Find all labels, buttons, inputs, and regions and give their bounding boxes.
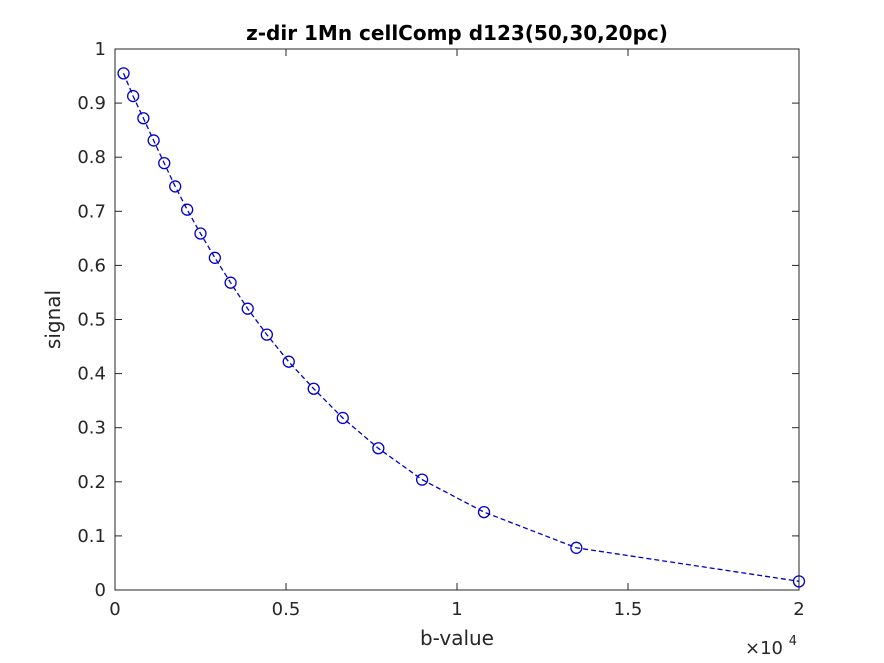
data-point: [169, 180, 182, 193]
data-point: [336, 411, 349, 425]
data-point: [372, 442, 385, 455]
data-point: [570, 541, 583, 554]
data-point: [241, 302, 254, 315]
y-tick-label: 0.6: [77, 255, 106, 276]
x-tick-label: 1: [451, 599, 462, 620]
y-tick-label: 0.9: [77, 93, 106, 114]
y-tick-label: 0.2: [77, 472, 106, 493]
data-point: [282, 355, 295, 368]
x-tick-label: 2: [793, 599, 804, 620]
data-point: [137, 112, 150, 125]
data-point: [415, 473, 429, 486]
data-point: [792, 575, 806, 588]
data-point: [181, 203, 194, 216]
data-point: [307, 382, 320, 395]
y-tick-label: 1: [95, 39, 106, 60]
y-tick-label: 0.7: [77, 201, 106, 222]
x-tick-label: 0: [109, 599, 120, 620]
data-point: [260, 328, 273, 341]
y-tick-label: 0.5: [77, 310, 106, 331]
x-axis-multiplier-base: ×10: [745, 638, 783, 659]
x-tick-label: 0.5: [272, 599, 301, 620]
y-tick-label: 0.1: [77, 526, 106, 547]
x-tick-label: 1.5: [614, 599, 643, 620]
data-point: [147, 134, 160, 147]
series-layer: [117, 67, 806, 588]
data-point: [477, 505, 491, 519]
axis-ticks: 0 0.5 1 1.5 2 0 0.1 0.2 0.3 0.4 0.5 0.6 0.7 0.8 0.9 1: [77, 39, 804, 620]
series-line: [122, 73, 800, 582]
data-point: [208, 251, 222, 264]
y-tick-label: 0.3: [77, 418, 106, 439]
data-point: [158, 157, 171, 170]
data-point: [126, 89, 140, 103]
y-axis-label: signal: [41, 290, 65, 349]
x-axis-multiplier-exponent: 4: [789, 634, 797, 649]
y-tick-label: 0.8: [77, 147, 106, 168]
chart-title: z-dir 1Mn cellComp d123(50,30,20pc): [246, 21, 668, 45]
data-point: [224, 276, 237, 289]
data-point: [194, 227, 207, 240]
y-tick-label: 0.4: [77, 364, 106, 385]
plot-area: [114, 48, 800, 591]
y-tick-label: 0: [95, 580, 106, 601]
x-axis-label: b-value: [420, 626, 494, 650]
data-point: [117, 67, 130, 80]
x-axis-multiplier: ×10 4: [745, 634, 797, 659]
